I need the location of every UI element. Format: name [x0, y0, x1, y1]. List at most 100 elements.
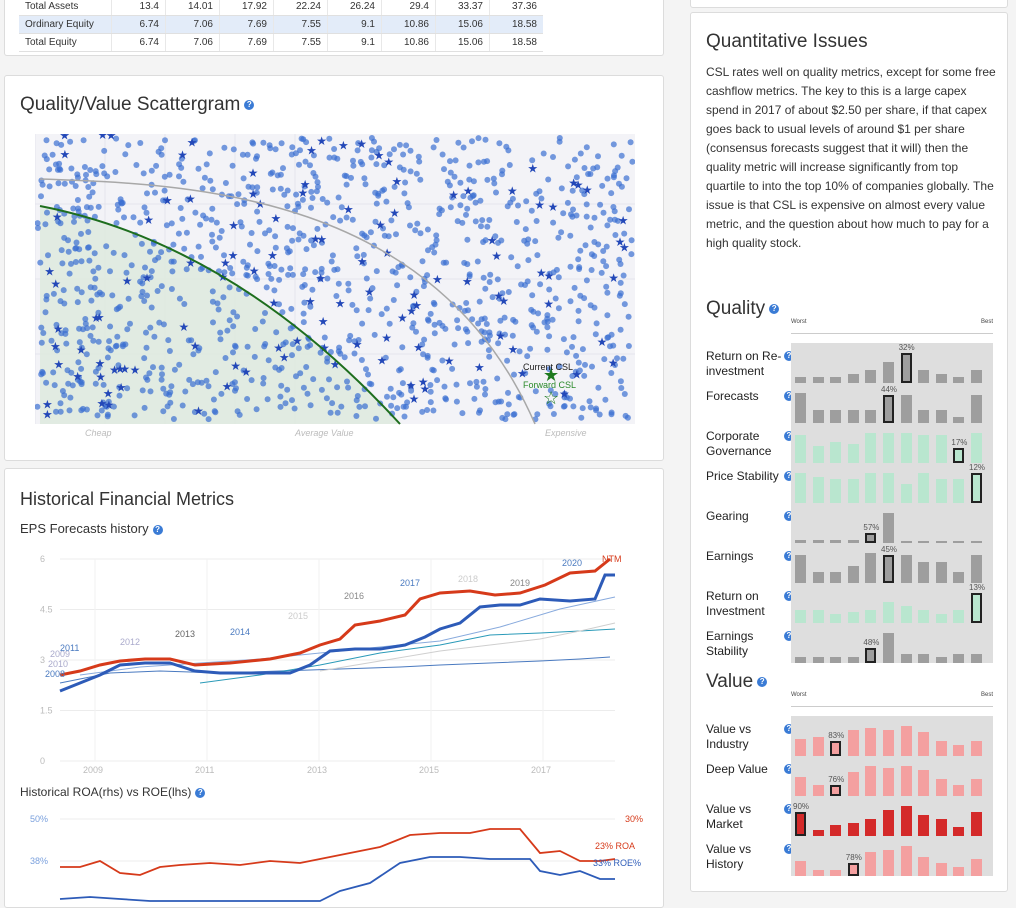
scatter-point — [116, 392, 123, 399]
distribution-bar — [918, 857, 930, 876]
scatter-point — [59, 388, 66, 394]
distribution-bar — [847, 823, 859, 836]
scatter-point — [509, 332, 516, 339]
scatter-point — [197, 221, 204, 228]
row-label: Ordinary Equity — [19, 15, 112, 34]
scatter-point — [571, 284, 578, 291]
scatter-point — [287, 265, 294, 272]
scatter-point — [164, 403, 171, 410]
info-icon[interactable]: ? — [784, 804, 794, 814]
scatter-point — [125, 142, 132, 149]
scatter-point — [73, 245, 80, 251]
scatter-point — [465, 340, 472, 347]
scatter-point — [372, 218, 379, 225]
scatter-point — [578, 414, 585, 421]
scatter-star: ★ — [292, 334, 303, 348]
scatter-point — [168, 286, 175, 292]
distribution-bar — [847, 479, 859, 503]
scatter-point — [430, 367, 437, 374]
info-icon[interactable]: ? — [784, 511, 794, 521]
scatter-point — [166, 348, 173, 354]
scatter-point — [65, 380, 72, 387]
scatter-point — [147, 324, 154, 331]
scatter-point — [158, 283, 165, 290]
scatter-point — [345, 280, 352, 287]
info-icon[interactable]: ? — [244, 99, 255, 110]
scatter-point — [106, 338, 113, 345]
scatter-point — [203, 377, 210, 384]
info-icon[interactable]: ? — [769, 303, 780, 314]
distribution-bar — [918, 410, 930, 423]
scatter-point — [53, 321, 60, 328]
year-label: 2017 — [400, 578, 420, 588]
scatter-point — [218, 390, 225, 397]
scatter-point — [473, 378, 480, 385]
scatter-point — [113, 135, 120, 142]
scatter-point — [300, 310, 307, 317]
scatter-point — [220, 294, 227, 301]
scatter-point — [138, 240, 145, 247]
scatter-point — [272, 146, 279, 153]
scatter-point — [253, 189, 260, 196]
scatter-point — [107, 347, 114, 354]
scatter-point — [381, 162, 388, 169]
info-icon[interactable]: ? — [784, 431, 794, 441]
info-icon[interactable]: ? — [784, 471, 794, 481]
scatter-point — [115, 305, 122, 312]
distribution-bar — [883, 555, 894, 583]
info-icon[interactable]: ? — [784, 764, 794, 774]
scatter-point — [152, 189, 158, 196]
distribution-bar — [812, 737, 824, 756]
scatter-point — [315, 183, 321, 190]
table-cell: 37.36 — [489, 0, 543, 16]
scatter-point — [522, 370, 529, 377]
scatter-point — [481, 315, 488, 322]
info-icon[interactable]: ? — [784, 844, 794, 854]
scatter-star: ★ — [109, 363, 120, 377]
scatter-point — [575, 307, 582, 314]
scatter-point — [75, 359, 82, 366]
scatter-point — [264, 396, 271, 403]
info-icon[interactable]: ? — [784, 551, 794, 561]
info-icon[interactable]: ? — [784, 631, 794, 641]
scatter-point — [115, 362, 122, 369]
worst-label: Worst — [791, 319, 807, 325]
distribution-bar — [918, 654, 930, 663]
distribution-bar — [953, 417, 965, 423]
distribution-bar — [883, 810, 894, 836]
distribution-bar — [971, 859, 982, 876]
scatter-star: ★ — [559, 387, 570, 401]
scatter-point — [343, 181, 350, 188]
info-icon[interactable]: ? — [784, 351, 794, 361]
percentile-label: 76% — [828, 775, 845, 784]
info-icon[interactable]: ? — [784, 724, 794, 734]
info-icon[interactable]: ? — [757, 676, 768, 687]
info-icon[interactable]: ? — [784, 591, 794, 601]
scatter-point — [381, 186, 388, 193]
scatter-point — [150, 364, 156, 371]
distribution-bar — [847, 612, 859, 623]
scatter-point — [307, 162, 313, 169]
scatter-point — [38, 371, 45, 378]
distribution-bar — [918, 473, 930, 503]
scatter-point — [38, 339, 45, 346]
scatter-point — [610, 174, 617, 181]
scatter-point — [131, 412, 138, 419]
scatter-point — [464, 236, 471, 243]
scatter-point — [300, 136, 307, 143]
scatter-point — [182, 388, 189, 395]
scatter-point — [451, 173, 458, 180]
info-icon[interactable]: ? — [195, 787, 206, 798]
scatter-point — [229, 162, 236, 169]
scatter-star: ★ — [95, 370, 106, 384]
eps-forecast-line — [59, 573, 615, 693]
scatter-point — [628, 237, 635, 244]
percentile-label: 32% — [898, 343, 915, 352]
info-icon[interactable]: ? — [152, 524, 163, 535]
info-icon[interactable]: ? — [784, 391, 794, 401]
scatter-star: ★ — [335, 297, 346, 311]
scatter-point — [266, 227, 273, 234]
table-cell: 22.24 — [273, 0, 328, 16]
table-cell: 13.4 — [111, 0, 166, 16]
scatter-point — [502, 416, 509, 423]
